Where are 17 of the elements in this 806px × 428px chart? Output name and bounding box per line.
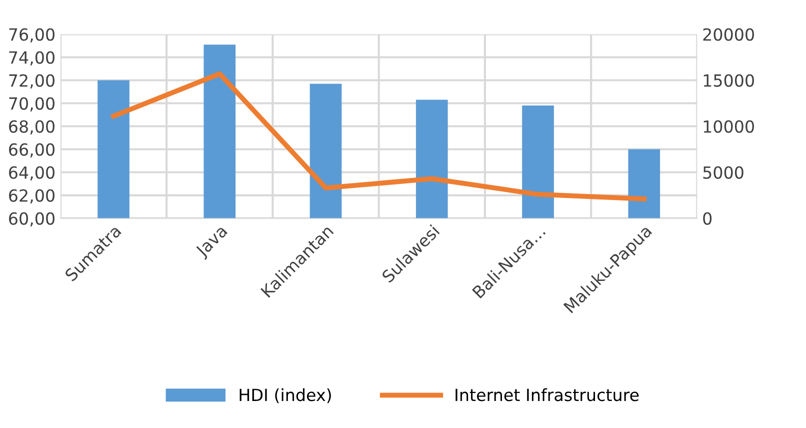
y2-tick-label: 10000 bbox=[704, 120, 754, 133]
y-tick-label: 72,00 bbox=[9, 74, 54, 89]
y-tick-label: 60,00 bbox=[9, 212, 54, 227]
y2-tick-label: 20000 bbox=[703, 28, 754, 41]
y-tick-label: 68,00 bbox=[9, 120, 54, 135]
y-tick-label: 70,00 bbox=[9, 97, 54, 112]
y-tick-label: 76,00 bbox=[9, 28, 54, 43]
y2-tick-label: 0 bbox=[703, 212, 712, 225]
y2-tick-label: 15000 bbox=[704, 74, 754, 87]
y-tick-label: 74,00 bbox=[9, 51, 54, 66]
y-tick-label: 64,00 bbox=[9, 166, 54, 181]
y-tick-label: 66,00 bbox=[9, 143, 54, 158]
legend-label: Internet Infrastructure bbox=[456, 388, 639, 402]
legend-label: HDI (index) bbox=[240, 388, 331, 404]
y2-tick-label: 5000 bbox=[703, 166, 744, 179]
y-tick-label: 62,00 bbox=[9, 189, 54, 204]
line-series bbox=[111, 71, 647, 202]
